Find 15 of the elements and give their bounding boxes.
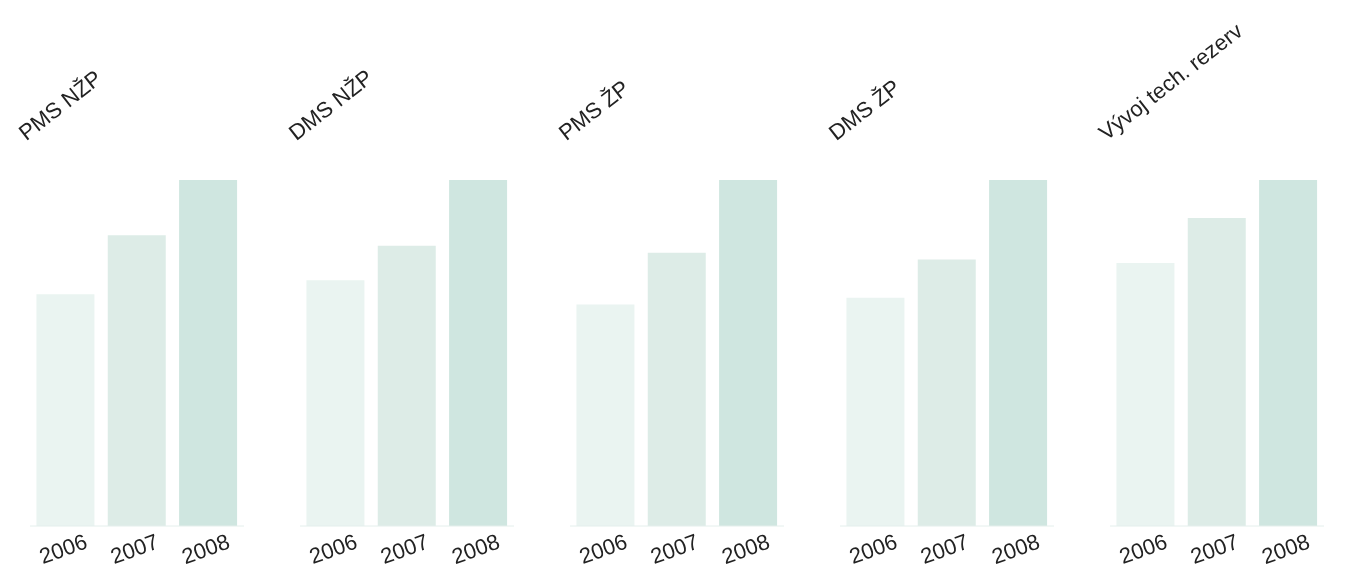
x-tick-label: 2007 [1187, 528, 1242, 570]
x-tick-label: 2008 [988, 528, 1044, 570]
x-tick-label: 2007 [647, 528, 702, 570]
x-tick-label: 2006 [305, 528, 361, 570]
x-tick-label: 2006 [1115, 528, 1171, 570]
x-tick-label: 2008 [448, 528, 504, 570]
x-tick-label: 2006 [35, 528, 91, 570]
x-tick-label: 2007 [377, 528, 432, 570]
x-tick-label: 2007 [107, 528, 162, 570]
x-tick-label: 2008 [1258, 528, 1314, 570]
x-tick-label: 2007 [917, 528, 972, 570]
x-tick-label: 2006 [845, 528, 901, 570]
x-tick-label: 2008 [178, 528, 234, 570]
x-tick-label: 2008 [718, 528, 774, 570]
x-tick-label: 2006 [575, 528, 631, 570]
